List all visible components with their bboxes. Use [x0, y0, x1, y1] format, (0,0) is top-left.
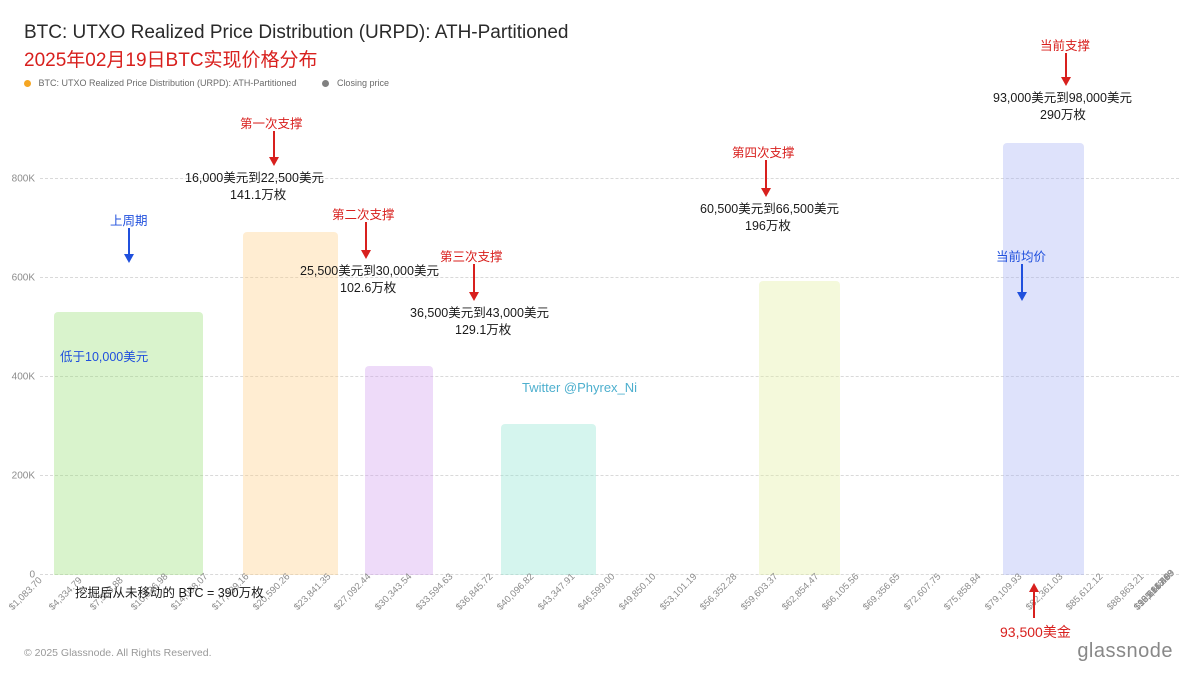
bars-group [40, 130, 1179, 575]
x-tick-label: $53,101.19 [658, 571, 699, 612]
x-tick-label: $56,352.28 [698, 571, 739, 612]
x-tick-label: $43,347.91 [536, 571, 577, 612]
arrow-support1 [273, 131, 275, 159]
footer-brand: glassnode [1077, 640, 1173, 663]
ann-prev-cycle: 上周期 [110, 210, 148, 229]
x-tick-label: $82,361.03 [1024, 571, 1065, 612]
ann-support3-label: 第三次支撑 [440, 246, 503, 265]
ann-support2-v2: 102.6万枚 [340, 277, 396, 296]
y-tick-label: 400K [12, 372, 35, 383]
legend-dot-1 [24, 80, 31, 87]
x-tick-label: $40,096.82 [495, 571, 536, 612]
arrow-price-callout [1033, 590, 1035, 618]
x-tick-label: $33,594.63 [414, 571, 455, 612]
x-tick-label: $59,603.37 [739, 571, 780, 612]
ann-prev-cycle-value: 低于10,000美元 [60, 346, 148, 365]
y-tick-label: 800K [12, 174, 35, 185]
x-tick-label: $66,105.56 [820, 571, 861, 612]
x-tick-label: $62,854.47 [780, 571, 821, 612]
y-tick-label: 200K [12, 471, 35, 482]
arrow-support3 [473, 264, 475, 294]
x-tick-label: $36,845.72 [454, 571, 495, 612]
x-tick-label: $85,612.12 [1064, 571, 1105, 612]
chart-title: BTC: UTXO Realized Price Distribution (U… [24, 22, 1175, 44]
legend-dot-2 [322, 80, 329, 87]
arrow-support4 [765, 160, 767, 190]
x-tick-label: $27,092.44 [332, 571, 373, 612]
x-tick-label: $1,083.70 [7, 575, 45, 613]
price-callout: 93,500美金 [1000, 622, 1071, 642]
footer-copyright: © 2025 Glassnode. All Rights Reserved. [24, 647, 212, 659]
x-tick-label: $72,607.75 [902, 571, 943, 612]
x-tick-label: $23,841.35 [292, 571, 333, 612]
ann-avg-label: 当前均价 [996, 246, 1046, 265]
x-tick-label: $69,356.65 [861, 571, 902, 612]
x-tick-label: $49,850.10 [617, 571, 658, 612]
ann-support1-v2: 141.1万枚 [230, 184, 286, 203]
chart-subtitle: 2025年02月19日BTC实现价格分布 [24, 45, 1175, 72]
arrow-prev-cycle [128, 228, 130, 256]
ann-support3-v2: 129.1万枚 [455, 319, 511, 338]
legend-item-1: BTC: UTXO Realized Price Distribution (U… [24, 78, 296, 88]
watermark: Twitter @Phyrex_Ni [522, 380, 637, 395]
ann-support1-label: 第一次支撑 [240, 113, 303, 132]
ann-current-v2: 290万枚 [1040, 104, 1086, 123]
arrow-avg [1021, 264, 1023, 294]
legend-item-2: Closing price [322, 78, 389, 88]
unmoved-note: 挖掘后从未移动的 BTC = 390万枚 [75, 582, 264, 601]
x-tick-label: $75,858.84 [942, 571, 983, 612]
arrow-support2 [365, 222, 367, 252]
ann-current-label: 当前支撑 [1040, 35, 1090, 54]
chart-container: BTC: UTXO Realized Price Distribution (U… [0, 0, 1199, 675]
y-tick-label: 600K [12, 273, 35, 284]
ann-support2-label: 第二次支撑 [332, 204, 395, 223]
x-tick-label: $46,599.00 [576, 571, 617, 612]
arrow-current [1065, 53, 1067, 79]
ann-support4-label: 第四次支撑 [732, 142, 795, 161]
ann-support4-v2: 196万枚 [745, 215, 791, 234]
chart-plot-area: 0200K400K600K800K [40, 130, 1179, 575]
x-tick-label: $79,109.93 [983, 571, 1024, 612]
x-tick-label: $30,343.54 [373, 571, 414, 612]
